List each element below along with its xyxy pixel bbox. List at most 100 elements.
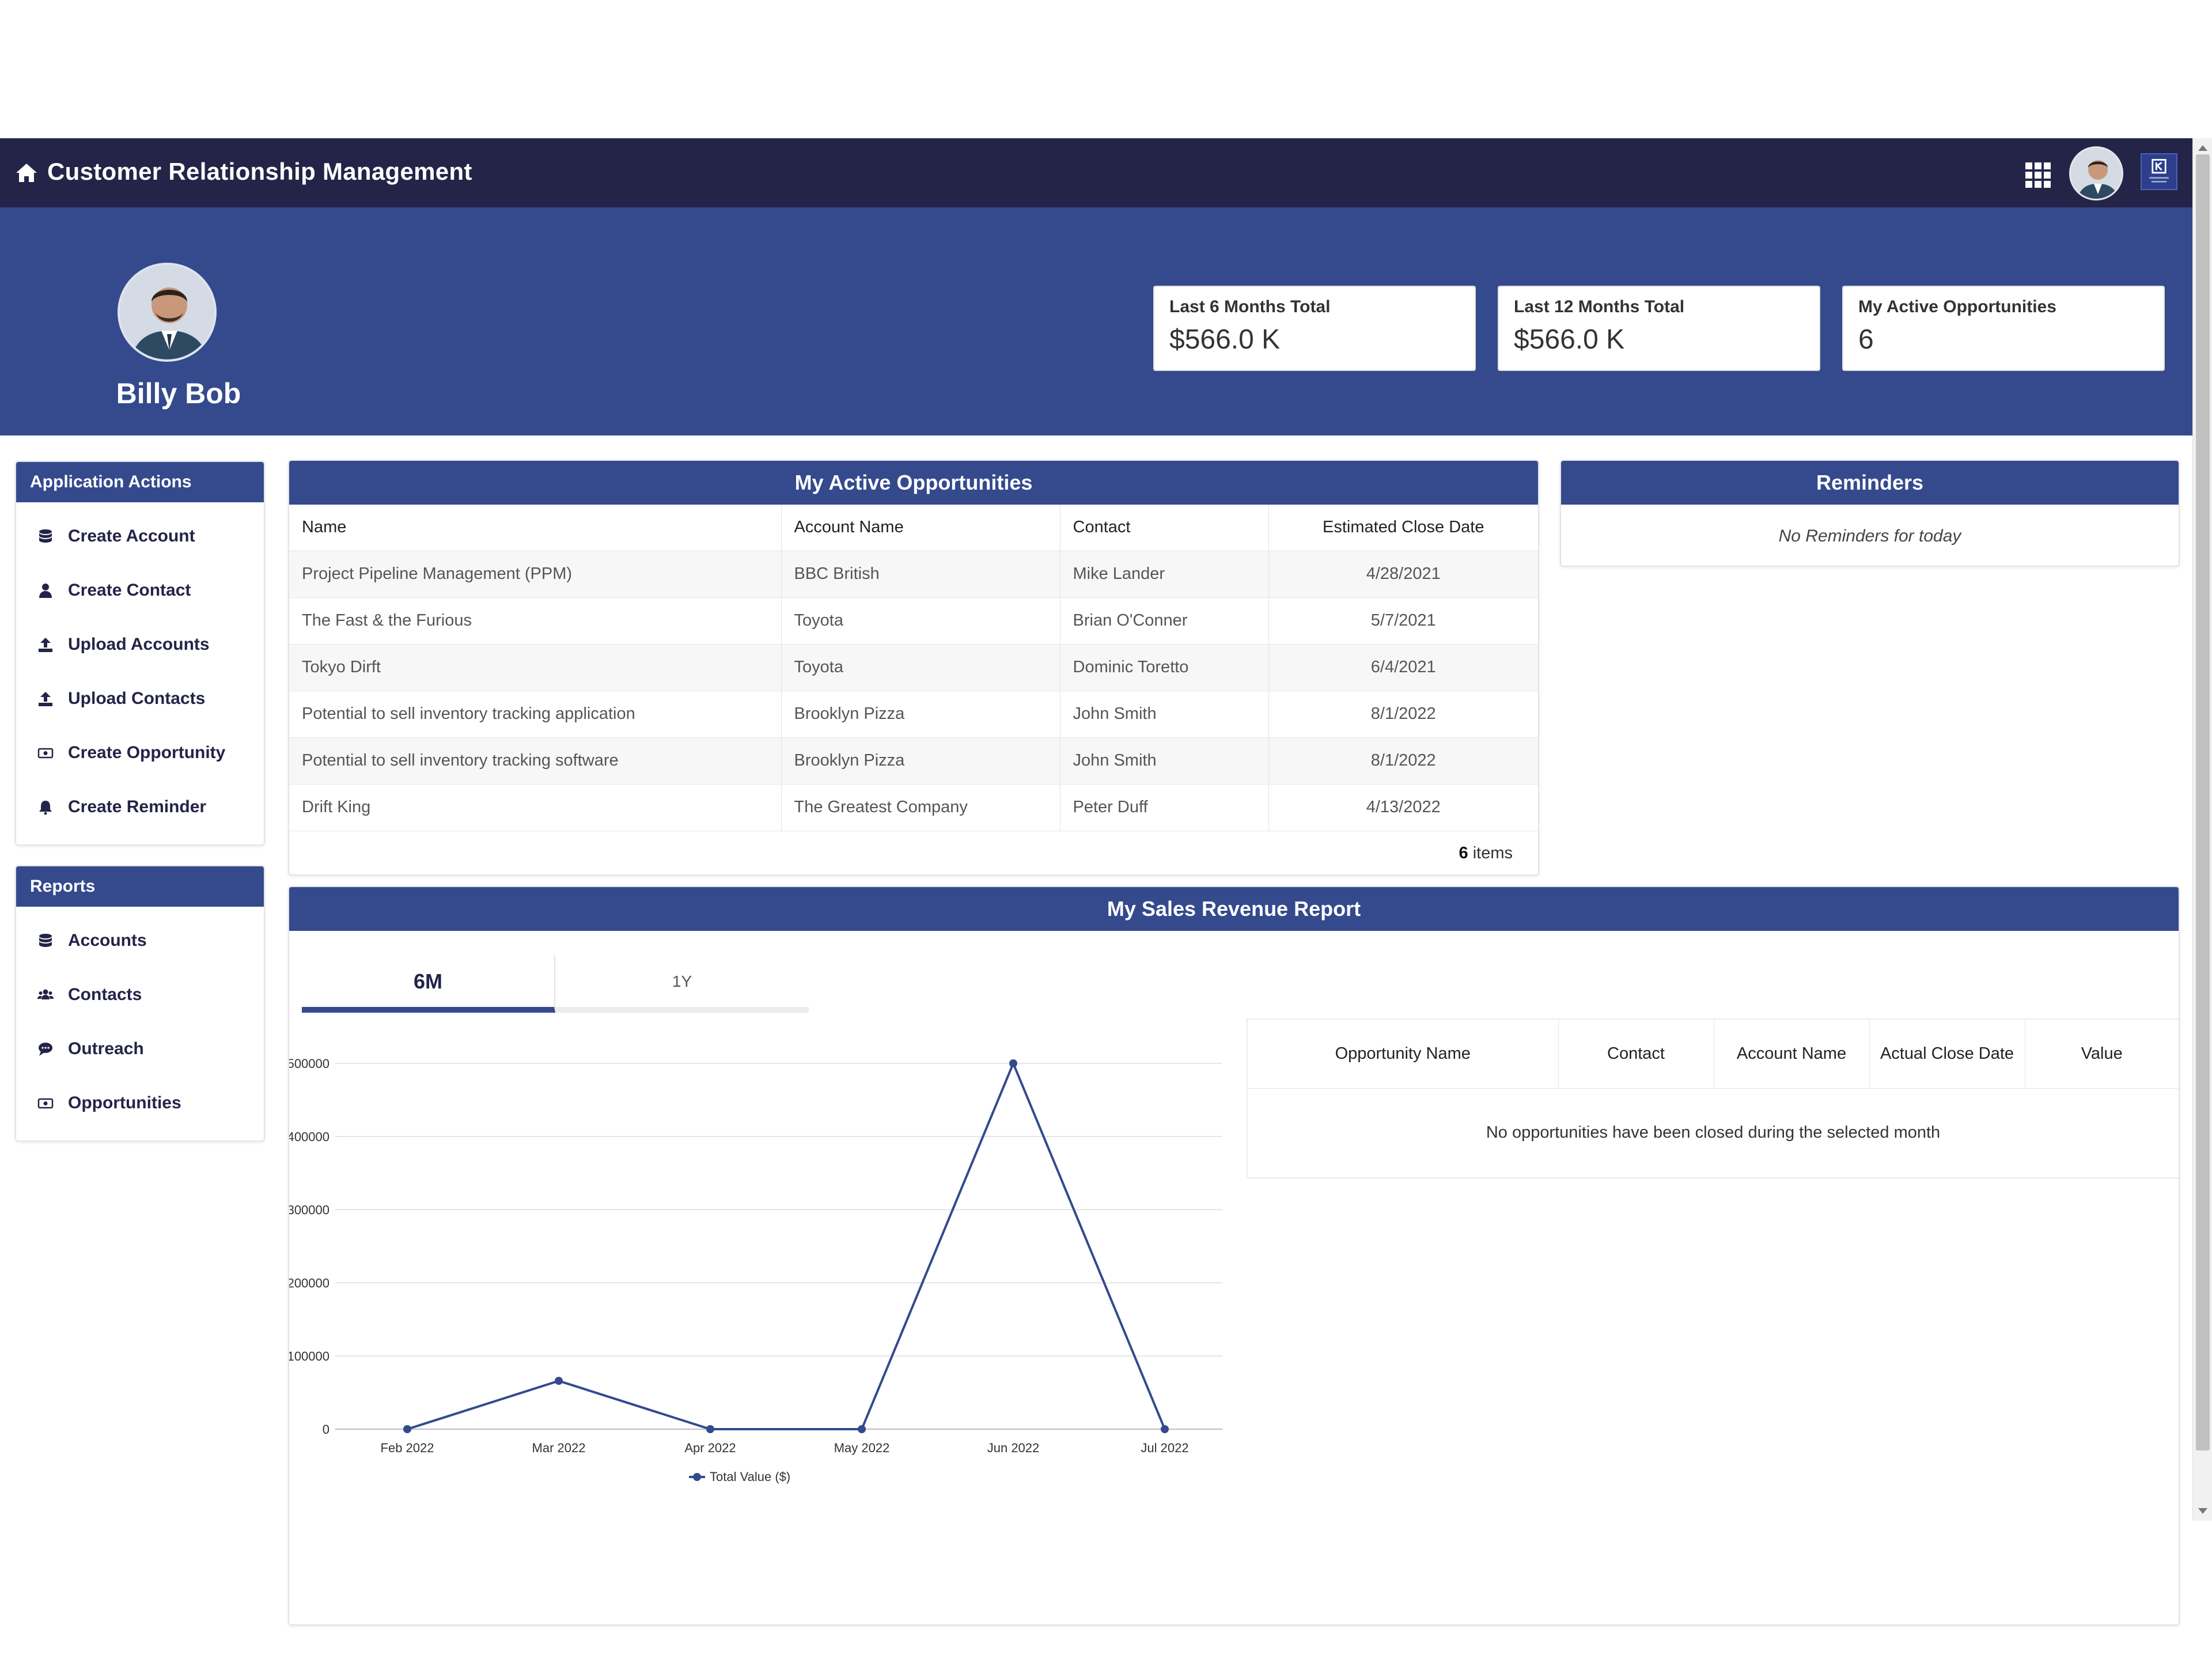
- comment-icon: [37, 1040, 54, 1058]
- column-header[interactable]: Value: [2025, 1019, 2179, 1089]
- reports-accounts-link[interactable]: Accounts: [16, 914, 264, 968]
- y-tick-label: 400000: [289, 1130, 329, 1144]
- column-header[interactable]: Opportunity Name: [1247, 1019, 1559, 1089]
- sales-revenue-title: My Sales Revenue Report: [289, 887, 2179, 931]
- series-line: [407, 1060, 1166, 1430]
- database-icon: [37, 528, 54, 545]
- sidebar-item-label: Create Account: [68, 527, 195, 546]
- sales-revenue-panel: My Sales Revenue Report 6M 1Y 0 100000 200…: [288, 886, 2180, 1626]
- table-cell: Tokyo Dirft: [289, 643, 782, 691]
- sidebar-item-label: Create Reminder: [68, 797, 207, 816]
- table-row[interactable]: Drift King The Greatest Company Peter Du…: [289, 783, 1538, 831]
- period-tabs: 6M 1Y: [302, 955, 809, 1013]
- data-point: [706, 1425, 714, 1433]
- y-tick-label: 100000: [289, 1349, 329, 1363]
- active-opportunities-title: My Active Opportunities: [289, 461, 1538, 505]
- table-row[interactable]: Potential to sell inventory tracking app…: [289, 690, 1538, 737]
- x-tick-label: Jul 2022: [1141, 1441, 1188, 1455]
- table-cell: Drift King: [289, 783, 782, 831]
- table-cell: BBC British: [781, 550, 1060, 597]
- x-tick-label: Feb 2022: [381, 1441, 434, 1455]
- closed-empty-message: No opportunities have been closed during…: [1486, 1123, 1941, 1142]
- database-icon: [37, 932, 54, 949]
- kpi-label: My Active Opportunities: [1858, 297, 2056, 316]
- vertical-scrollbar[interactable]: [2192, 138, 2212, 1521]
- app-title: Customer Relationship Management: [47, 158, 472, 185]
- data-point: [1161, 1425, 1169, 1433]
- table-row[interactable]: Potential to sell inventory tracking sof…: [289, 737, 1538, 784]
- sidebar-item-label: Opportunities: [68, 1093, 181, 1112]
- closed-opportunities-table: Opportunity Name Contact Account Name Ac…: [1247, 1018, 2179, 1179]
- table-cell: Brooklyn Pizza: [781, 690, 1060, 737]
- create-opportunity-link[interactable]: Create Opportunity: [16, 726, 264, 780]
- upload-contacts-link[interactable]: Upload Contacts: [16, 672, 264, 726]
- table-cell: 5/7/2021: [1268, 597, 1538, 644]
- y-tick-label: 500000: [289, 1056, 329, 1071]
- sidebar-item-label: Create Contact: [68, 581, 191, 600]
- table-cell: Toyota: [781, 643, 1060, 691]
- table-row[interactable]: Tokyo Dirft Toyota Dominic Toretto 6/4/2…: [289, 643, 1538, 691]
- column-header[interactable]: Account Name: [1714, 1019, 1870, 1089]
- profile-banner: Billy Bob Last 6 Months Total $566.0 K L…: [0, 207, 2192, 435]
- column-header[interactable]: Actual Close Date: [1869, 1019, 2025, 1089]
- apps-grid-icon[interactable]: [2025, 162, 2051, 188]
- reports-contacts-link[interactable]: Contacts: [16, 968, 264, 1022]
- data-point: [858, 1425, 866, 1433]
- item-count-label: items: [1472, 844, 1513, 862]
- legend-marker: [693, 1473, 701, 1481]
- top-bar: Customer Relationship Management: [0, 138, 2192, 207]
- table-cell: Potential to sell inventory tracking app…: [289, 690, 782, 737]
- create-account-link[interactable]: Create Account: [16, 509, 264, 563]
- application-actions-title: Application Actions: [16, 462, 264, 502]
- active-opportunities-panel: My Active Opportunities Name Account Nam…: [288, 460, 1539, 876]
- home-icon[interactable]: [15, 162, 38, 183]
- column-header[interactable]: Account Name: [781, 505, 1060, 551]
- sidebar-item-label: Accounts: [68, 931, 147, 950]
- table-cell: Brooklyn Pizza: [781, 737, 1060, 784]
- reminders-empty-message: No Reminders for today: [1778, 527, 1961, 546]
- reports-outreach-link[interactable]: Outreach: [16, 1022, 264, 1076]
- tab-1y[interactable]: 1Y: [555, 955, 809, 1013]
- x-tick-label: Mar 2022: [532, 1441, 586, 1455]
- reports-panel: Reports Accounts Contacts Outreach Oppor…: [15, 865, 265, 1142]
- user-icon: [37, 582, 54, 599]
- tab-6m[interactable]: 6M: [302, 955, 555, 1013]
- reports-opportunities-link[interactable]: Opportunities: [16, 1076, 264, 1130]
- x-tick-label: May 2022: [834, 1441, 890, 1455]
- kpi-active-opportunities: My Active Opportunities 6: [1842, 286, 2165, 371]
- reports-title: Reports: [16, 866, 264, 907]
- create-reminder-link[interactable]: Create Reminder: [16, 780, 264, 834]
- reminders-panel: Reminders No Reminders for today: [1560, 460, 2180, 567]
- kpi-label: Last 12 Months Total: [1514, 297, 1685, 316]
- create-contact-link[interactable]: Create Contact: [16, 563, 264, 618]
- data-point: [1009, 1059, 1017, 1067]
- sidebar-item-label: Upload Accounts: [68, 635, 210, 654]
- column-header[interactable]: Contact: [1060, 505, 1269, 551]
- table-cell: 4/13/2022: [1268, 783, 1538, 831]
- y-tick-label: 200000: [289, 1276, 329, 1290]
- kpi-value: 6: [1858, 324, 1874, 355]
- column-header[interactable]: Estimated Close Date: [1323, 518, 1484, 537]
- data-point: [403, 1425, 411, 1433]
- app-window: Customer Relationship Management: [0, 138, 2192, 1626]
- user-avatar-icon[interactable]: [2069, 146, 2123, 200]
- upload-icon: [37, 636, 54, 653]
- y-tick-label: 0: [323, 1422, 329, 1437]
- table-cell: 4/28/2021: [1268, 550, 1538, 597]
- sidebar-item-label: Upload Contacts: [68, 689, 206, 708]
- table-cell: Brian O'Conner: [1060, 597, 1269, 644]
- upload-accounts-link[interactable]: Upload Accounts: [16, 618, 264, 672]
- table-pager: 6 items: [289, 831, 1538, 874]
- bell-icon: [37, 798, 54, 816]
- y-tick-label: 300000: [289, 1203, 329, 1217]
- column-header[interactable]: Contact: [1558, 1019, 1714, 1089]
- scrollbar-thumb[interactable]: [2196, 154, 2210, 1450]
- money-icon: [37, 744, 54, 762]
- column-header[interactable]: Name: [289, 505, 782, 551]
- scroll-down-arrow[interactable]: [2198, 1508, 2207, 1514]
- table-row[interactable]: The Fast & the Furious Toyota Brian O'Co…: [289, 597, 1538, 644]
- money-icon: [37, 1094, 54, 1112]
- table-cell: 8/1/2022: [1268, 737, 1538, 784]
- table-row[interactable]: Project Pipeline Management (PPM) BBC Br…: [289, 550, 1538, 597]
- scroll-up-arrow[interactable]: [2198, 145, 2207, 151]
